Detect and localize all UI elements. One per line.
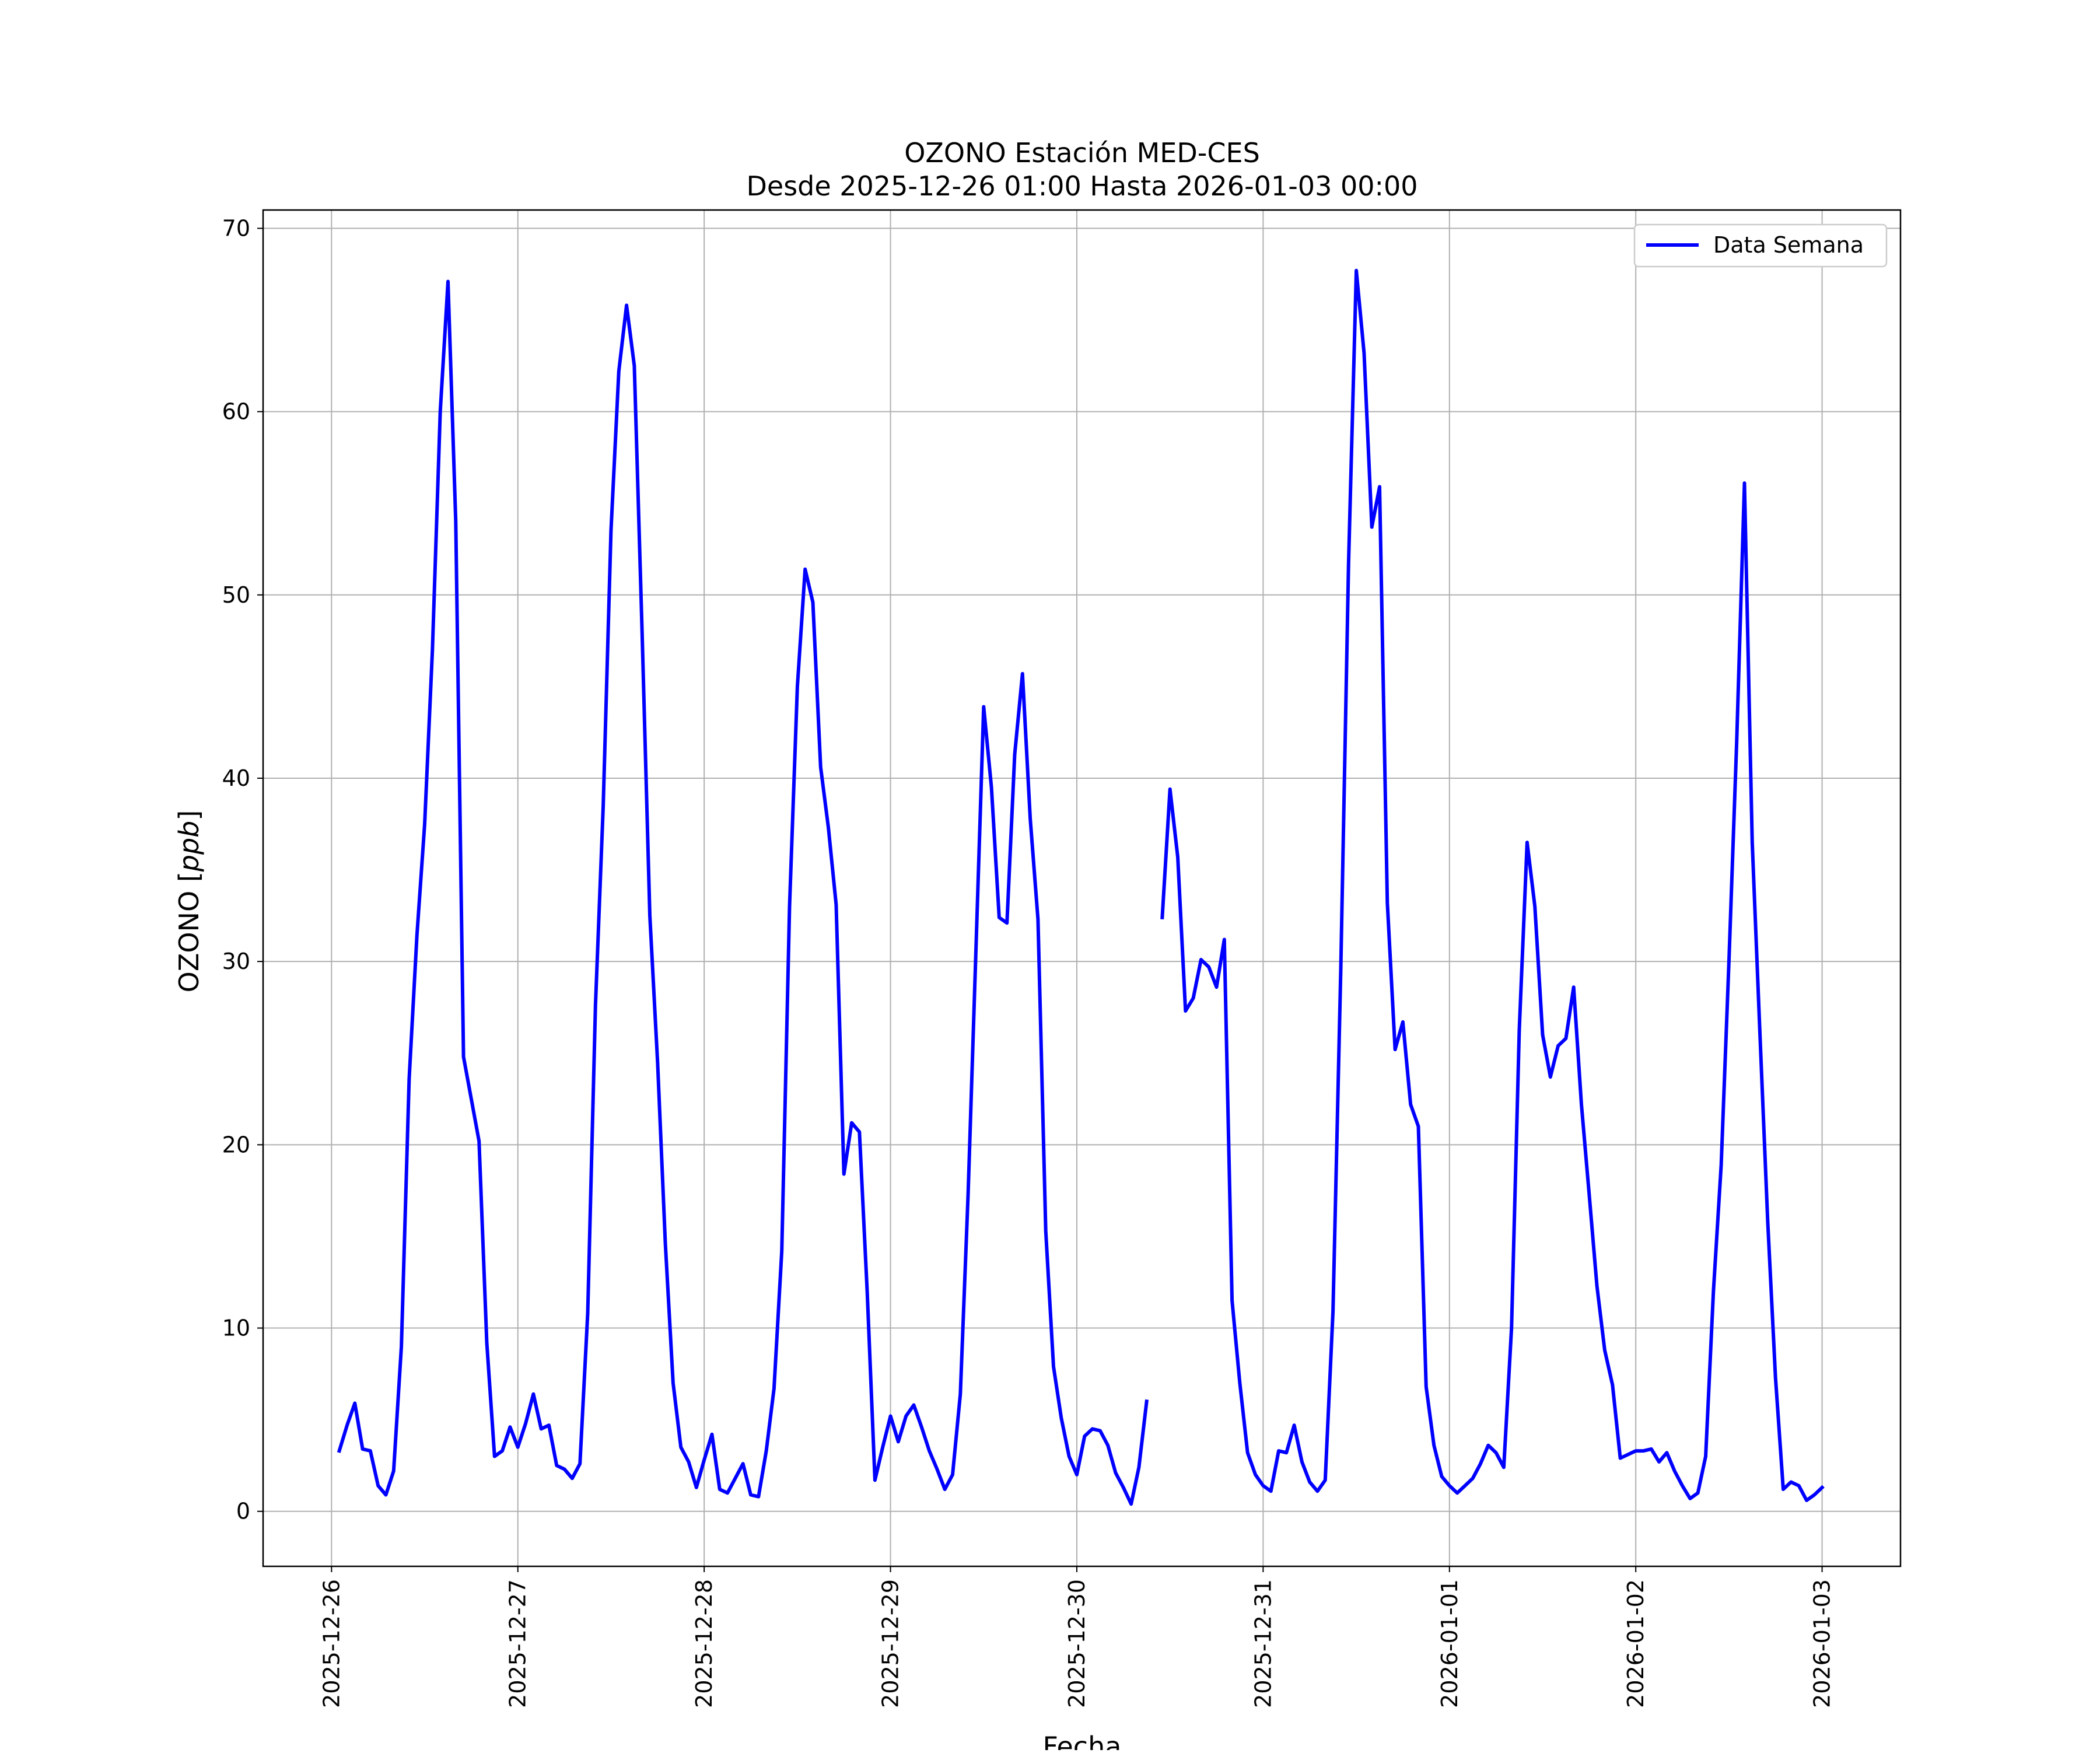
plot-frame	[262, 209, 1902, 1567]
x-tick-label: 2025-12-28	[691, 1579, 717, 1708]
legend-box	[1633, 223, 1888, 268]
y-tick-label: 0	[236, 1499, 250, 1524]
grid-lines	[263, 210, 1901, 1566]
y-axis-label: OZONO [ppb]	[173, 810, 205, 993]
x-axis-label: Fecha	[1043, 1731, 1122, 1750]
chart-subtitle: Desde 2025-12-26 01:00 Hasta 2026-01-03 …	[746, 170, 1418, 202]
y-tick-label: 10	[222, 1315, 250, 1341]
x-tick-label: 2025-12-30	[1064, 1579, 1090, 1708]
y-tick-label: 60	[222, 399, 250, 425]
y-tick-label: 30	[222, 949, 250, 974]
y-axis-label-close: ]	[173, 810, 205, 821]
x-tick-label: 2025-12-26	[318, 1579, 344, 1708]
y-tick-label: 70	[222, 215, 250, 241]
x-tick-label: 2026-01-02	[1623, 1579, 1648, 1708]
x-tick-label: 2025-12-31	[1250, 1579, 1276, 1708]
x-tick-label: 2025-12-29	[878, 1579, 904, 1708]
legend: Data Semana	[1633, 223, 1888, 268]
y-axis-label-unit: ppb	[173, 821, 205, 873]
y-tick-label: 40	[222, 765, 250, 791]
y-tick-label: 50	[222, 582, 250, 608]
legend-label-data-semana: Data Semana	[1713, 232, 1864, 258]
axis-ticks: 0 10 20 30 40 50 60 70 2025-12-26 2025-12-27 2025-…	[222, 215, 1835, 1707]
x-tick-label: 2025-12-27	[505, 1579, 531, 1708]
x-tick-label: 2026-01-01	[1437, 1579, 1462, 1708]
series-lines	[337, 268, 1825, 1506]
y-axis-label-text: OZONO [	[173, 872, 205, 992]
series-line-data-semana	[337, 268, 1825, 1506]
chart-title: OZONO Estación MED-CES	[904, 137, 1260, 169]
x-tick-label: 2026-01-03	[1810, 1579, 1835, 1708]
y-tick-label: 20	[222, 1132, 250, 1157]
